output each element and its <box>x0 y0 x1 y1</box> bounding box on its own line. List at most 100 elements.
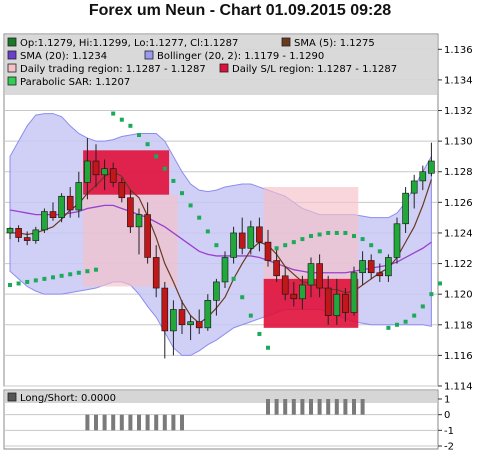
candle-body <box>273 260 280 277</box>
sar-point <box>42 276 47 281</box>
sar-point <box>326 230 331 235</box>
short-bar <box>171 414 176 431</box>
y-tick-label: 1.118 <box>444 320 473 331</box>
y-tick-label: 1.124 <box>444 228 473 239</box>
sar-point <box>274 246 279 251</box>
candle-body <box>23 237 31 241</box>
sar-point <box>420 304 425 309</box>
short-bar <box>154 414 159 431</box>
candle-body <box>419 171 427 182</box>
candle-body <box>75 182 83 211</box>
sar-point <box>59 273 64 278</box>
candle-body <box>92 160 100 176</box>
candle-body <box>49 211 57 218</box>
candle-body <box>281 275 289 295</box>
candle-body <box>256 226 263 243</box>
legend-swatch <box>7 37 17 47</box>
sar-point <box>343 230 348 235</box>
sar-point <box>180 191 184 196</box>
long-bar <box>283 399 288 415</box>
y-tick-label: 1.134 <box>444 75 473 86</box>
sar-point <box>68 272 73 277</box>
candle-body <box>135 214 143 228</box>
candle-body <box>58 195 65 218</box>
sub-y-tick-label: -1 <box>444 426 454 437</box>
candle-body <box>161 287 169 332</box>
candle-body <box>127 197 134 228</box>
candle-body <box>66 195 74 211</box>
y-tick-label: 1.122 <box>444 259 473 270</box>
sar-point <box>197 215 202 220</box>
candle-body <box>299 284 306 300</box>
sub-y-tick-label: 1 <box>444 395 450 406</box>
sar-point <box>162 166 167 171</box>
sar-point <box>231 276 236 281</box>
y-tick-label: 1.136 <box>444 45 473 56</box>
sar-point <box>128 123 133 128</box>
sub-legend-swatch <box>7 392 17 402</box>
long-bar <box>360 399 365 415</box>
sar-point <box>223 258 227 263</box>
short-bar <box>128 414 133 431</box>
chart-title: Forex um Neun - Chart 01.09.2015 09:28 <box>88 2 392 19</box>
sar-point <box>154 154 159 159</box>
sar-point <box>266 345 270 350</box>
sar-point <box>25 279 30 284</box>
candle-body <box>316 263 323 289</box>
candle-body <box>324 287 332 316</box>
legend-item-label: SMA (20): 1.1234 <box>20 51 107 62</box>
legend-item-label: Daily S/L region: 1.1287 - 1.1287 <box>232 64 397 75</box>
candle-body <box>32 229 40 241</box>
short-bar <box>102 414 107 431</box>
y-tick-label: 1.130 <box>444 137 473 148</box>
sar-point <box>111 111 116 116</box>
candle-body <box>178 309 186 326</box>
sar-point <box>94 267 98 272</box>
sar-point <box>403 319 408 324</box>
short-bar <box>180 414 184 431</box>
sar-point <box>214 243 219 248</box>
short-bar <box>119 414 124 431</box>
sar-point <box>369 243 374 248</box>
sar-point <box>248 313 253 318</box>
legend-item-label: Bollinger (20, 2): 1.1179 - 1.1290 <box>157 51 324 62</box>
legend-swatch <box>7 76 17 86</box>
y-tick-label: 1.120 <box>444 290 473 301</box>
long-bar <box>352 399 356 415</box>
candle-body <box>238 232 246 249</box>
candle-body <box>376 272 384 277</box>
legend-swatch <box>144 50 154 60</box>
candle-body <box>367 260 375 274</box>
candle-body <box>264 241 272 261</box>
short-bar <box>145 414 150 431</box>
candle-body <box>333 293 341 316</box>
sar-point <box>205 229 210 234</box>
sar-point <box>33 278 38 283</box>
sar-point <box>119 117 124 122</box>
candle-body <box>428 160 435 174</box>
candle-body <box>204 299 212 329</box>
sar-point <box>16 281 21 286</box>
candle-body <box>170 309 177 332</box>
sar-point <box>300 237 305 242</box>
candle-body <box>410 180 418 194</box>
sar-point <box>438 281 442 286</box>
sar-point <box>76 270 81 275</box>
sar-point <box>240 295 245 300</box>
sar-point <box>291 240 296 245</box>
sub-y-tick-label: -2 <box>444 442 454 453</box>
sar-point <box>395 322 399 327</box>
candle-body <box>290 293 298 300</box>
legend-item-label: Op:1.1279, Hi:1.1299, Lo:1.1277, Cl:1.12… <box>20 38 238 49</box>
long-bar <box>343 399 348 415</box>
short-bar <box>137 414 141 431</box>
candle-body <box>152 257 160 289</box>
long-bar <box>334 399 339 415</box>
long-bar <box>317 399 322 415</box>
candle-body <box>6 228 14 234</box>
candle-body <box>342 293 349 313</box>
long-bar <box>309 399 313 415</box>
candle-body <box>230 232 237 258</box>
short-bar <box>85 414 90 431</box>
sar-point <box>145 142 150 147</box>
